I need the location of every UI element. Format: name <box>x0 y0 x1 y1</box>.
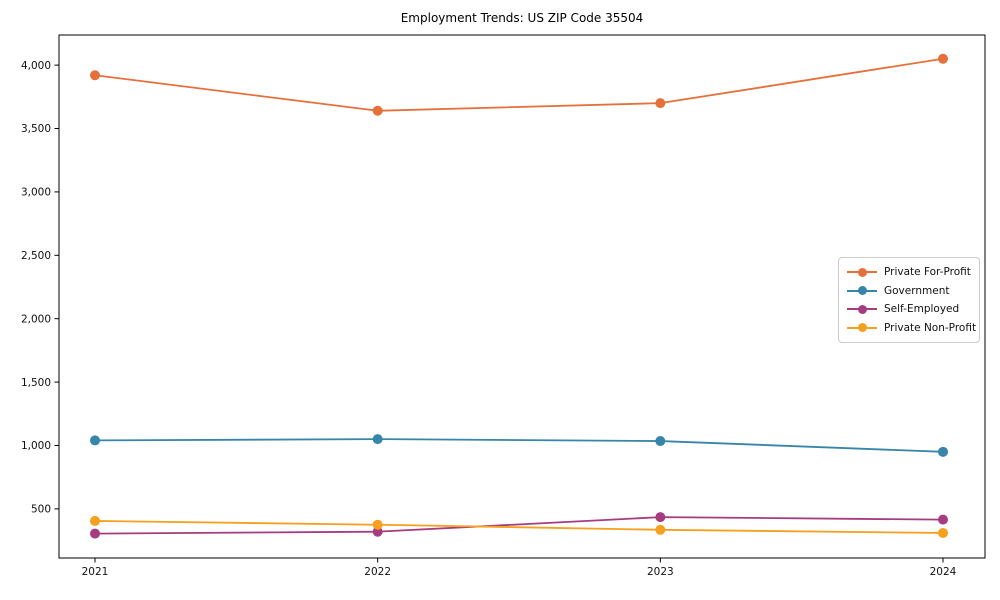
legend-label: Self-Employed <box>884 303 960 316</box>
y-tick-label: 2,000 <box>21 313 51 325</box>
x-tick-label: 2023 <box>647 566 674 578</box>
data-point <box>938 446 948 457</box>
data-point <box>90 70 100 81</box>
data-point <box>372 105 383 116</box>
data-point <box>372 519 383 530</box>
data-point <box>938 53 948 64</box>
legend-item-private-non-profit: Private Non-Profit <box>847 319 976 337</box>
data-point <box>655 98 666 109</box>
data-point <box>90 435 100 446</box>
legend-label: Government <box>884 284 950 297</box>
x-tick-label: 2022 <box>364 566 391 578</box>
data-point <box>372 526 383 537</box>
data-point <box>938 527 948 538</box>
data-point <box>372 434 383 445</box>
chart-title: Employment Trends: US ZIP Code 35504 <box>400 11 644 25</box>
x-tick-label: 2021 <box>82 566 109 578</box>
legend-item-government: Government <box>847 282 971 300</box>
data-point <box>655 512 666 523</box>
y-tick-label: 3,500 <box>21 123 51 135</box>
axes-frame <box>58 34 986 559</box>
data-point <box>938 514 948 525</box>
series-line-self-employed <box>94 516 944 535</box>
legend-line-marker-icon <box>847 267 877 278</box>
legend-line-marker-icon <box>847 322 877 333</box>
data-point <box>655 436 666 447</box>
legend: Private For-Profit Government Self-Emplo… <box>838 257 980 343</box>
series-line-private-non-profit <box>94 520 944 534</box>
legend-label: Private Non-Profit <box>884 321 977 334</box>
data-point <box>90 515 100 526</box>
legend-label: Private For-Profit <box>884 266 971 279</box>
y-tick-label: 3,000 <box>21 187 51 199</box>
series-line-government <box>94 438 944 453</box>
data-point <box>655 524 666 535</box>
y-tick-label: 1,500 <box>21 377 51 389</box>
y-tick-label: 1,000 <box>21 440 51 452</box>
legend-line-marker-icon <box>847 304 877 315</box>
y-tick-label: 500 <box>31 504 51 516</box>
y-tick-label: 4,000 <box>21 60 51 72</box>
series-line-private-for-profit <box>94 57 944 112</box>
x-tick-label: 2024 <box>930 566 957 578</box>
y-tick-label: 2,500 <box>21 250 51 262</box>
legend-item-self-employed: Self-Employed <box>847 300 971 318</box>
legend-item-private-for-profit: Private For-Profit <box>847 263 971 281</box>
data-point <box>90 528 100 539</box>
legend-line-marker-icon <box>847 285 877 296</box>
